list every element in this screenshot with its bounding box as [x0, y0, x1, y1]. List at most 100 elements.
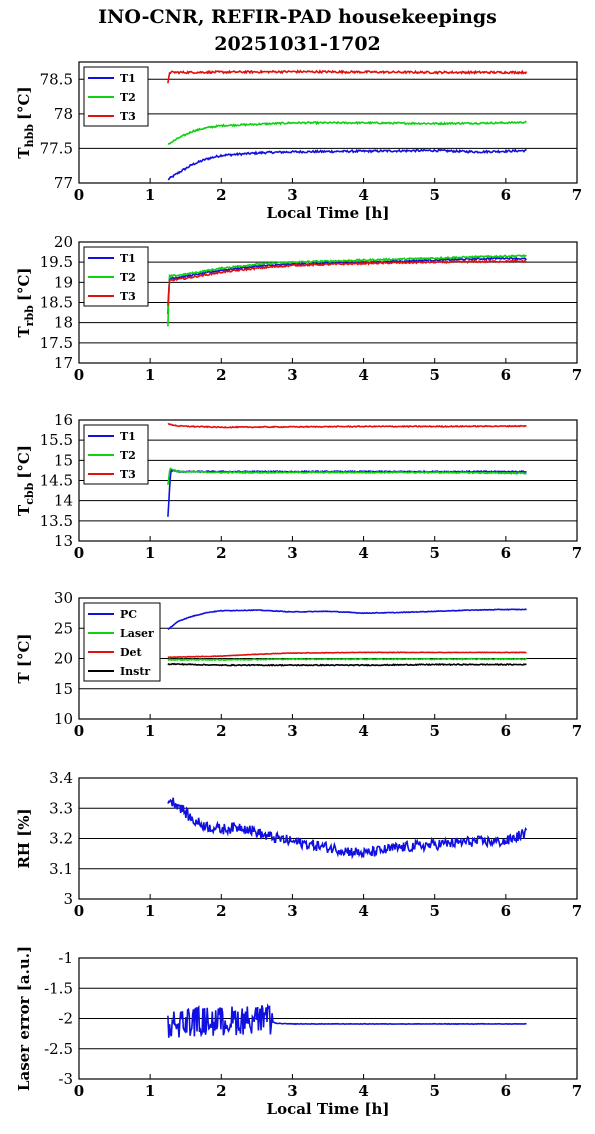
x-tick-label: 0: [74, 366, 84, 384]
x-tick-label: 7: [572, 366, 582, 384]
y-tick-label: 19.5: [40, 253, 73, 271]
x-tick-label: 2: [216, 722, 226, 740]
plot-frame: [78, 777, 578, 900]
y-tick-label: -2: [58, 1010, 73, 1028]
y-tick-label: 17: [54, 354, 73, 372]
series-line-det: [167, 651, 527, 659]
x-tick-label: 2: [216, 544, 226, 562]
legend-label-t2: T2: [120, 271, 136, 284]
y-tick-label: 18.5: [40, 294, 73, 312]
x-tick-label: 5: [429, 902, 439, 920]
legend-box: [83, 602, 161, 682]
y-axis-label: Trbb[°C]: [15, 268, 36, 338]
x-tick-label: 2: [216, 366, 226, 384]
x-tick-label: 0: [74, 544, 84, 562]
series-line-t3: [167, 422, 527, 429]
x-tick-label: 1: [145, 544, 155, 562]
y-tick-label: 14: [54, 492, 73, 510]
y-tick-label: 78.5: [40, 70, 73, 88]
series-line-pc: [167, 608, 527, 631]
x-tick-label: 7: [572, 1082, 582, 1100]
x-axis-label: Local Time [h]: [267, 204, 390, 222]
series-line-instr: [167, 662, 527, 667]
x-tick-label: 1: [145, 722, 155, 740]
y-tick-label: 3.3: [49, 799, 73, 817]
series-line-t1: [167, 148, 527, 181]
x-tick-label: 5: [429, 544, 439, 562]
y-tick-label: 77.5: [40, 139, 73, 157]
plot-frame: [78, 419, 578, 542]
x-tick-label: 2: [216, 186, 226, 204]
x-tick-label: 0: [74, 186, 84, 204]
x-tick-label: 4: [358, 902, 368, 920]
y-tick-label: 13.5: [40, 512, 73, 530]
chart-panel-4: 0 1 2 3 4 5 6 7 10 15 20 25 30 T [°C] PC Laser Det Instr: [15, 589, 582, 740]
plot-frame: [78, 597, 578, 720]
x-tick-label: 3: [287, 544, 297, 562]
y-tick-label: 15: [54, 680, 73, 698]
y-tick-label: 17.5: [40, 334, 73, 352]
legend-label-det: Det: [120, 646, 143, 659]
series-line-t1: [167, 468, 527, 517]
x-tick-label: 6: [501, 1082, 511, 1100]
x-tick-label: 5: [429, 722, 439, 740]
legend-label-t3: T3: [120, 468, 136, 481]
y-tick-label: 14.5: [40, 472, 73, 490]
x-tick-label: 0: [74, 902, 84, 920]
y-tick-label: 30: [54, 589, 73, 607]
y-tick-label: 20: [54, 650, 73, 668]
x-tick-label: 7: [572, 544, 582, 562]
y-tick-label: 20: [54, 233, 73, 251]
series-line-data: [167, 1003, 527, 1038]
y-tick-label: 10: [54, 710, 73, 728]
y-axis-label: Thbb[°C]: [15, 86, 36, 158]
x-tick-label: 3: [287, 902, 297, 920]
chart-panel-6: 0 1 2 3 4 5 6 7 -3 -2.5 -2 -1.5 -1 Local Time [h] Lase…: [15, 946, 582, 1118]
y-axis-label: RH [%]: [15, 808, 33, 868]
x-tick-label: 5: [429, 1082, 439, 1100]
legend-label-t3: T3: [120, 110, 136, 123]
x-tick-label: 7: [572, 722, 582, 740]
legend-label-laser: Laser: [120, 627, 154, 640]
chart-panel-3: 0 1 2 3 4 5 6 7 13 13.5 14 14.5 15 15.5 16 Tcbb[°C] T1 T2…: [15, 411, 582, 562]
legend-label-t2: T2: [120, 449, 136, 462]
legend-label-t3: T3: [120, 290, 136, 303]
x-axis-label: Local Time [h]: [267, 1100, 390, 1118]
y-tick-label: 15: [54, 451, 73, 469]
x-tick-label: 3: [287, 186, 297, 204]
x-tick-label: 3: [287, 366, 297, 384]
x-tick-label: 6: [501, 186, 511, 204]
x-tick-label: 7: [572, 902, 582, 920]
x-tick-label: 4: [358, 366, 368, 384]
title-line-1: INO-CNR, REFIR-PAD housekeepings: [98, 6, 497, 28]
x-tick-label: 1: [145, 1082, 155, 1100]
y-tick-label: 15.5: [40, 431, 73, 449]
y-axis-label: T [°C]: [15, 633, 33, 683]
plot-frame: [78, 61, 578, 184]
series-line-data: [167, 797, 528, 860]
y-tick-label: 3.4: [49, 769, 73, 787]
x-tick-label: 6: [501, 366, 511, 384]
x-tick-label: 0: [74, 1082, 84, 1100]
series-line-t2: [167, 120, 527, 145]
plot-frame: [78, 957, 578, 1080]
x-tick-label: 4: [358, 186, 368, 204]
x-tick-label: 5: [429, 366, 439, 384]
y-tick-label: -1: [58, 949, 73, 967]
x-tick-label: 6: [501, 902, 511, 920]
x-tick-label: 4: [358, 722, 368, 740]
y-axis-label: Tcbb[°C]: [15, 445, 36, 516]
series-line-t1: [167, 256, 527, 315]
x-tick-label: 5: [429, 186, 439, 204]
y-tick-label: 3.1: [49, 860, 73, 878]
y-tick-label: 3.2: [49, 830, 73, 848]
y-tick-label: 19: [54, 273, 73, 291]
y-tick-label: 25: [54, 619, 73, 637]
series-line-t2: [167, 467, 527, 485]
y-tick-label: 77: [54, 174, 73, 192]
x-tick-label: 6: [501, 722, 511, 740]
x-tick-label: 1: [145, 902, 155, 920]
chart-title: INO-CNR, REFIR-PAD housekeepings 2025103…: [0, 4, 595, 58]
x-tick-label: 1: [145, 186, 155, 204]
